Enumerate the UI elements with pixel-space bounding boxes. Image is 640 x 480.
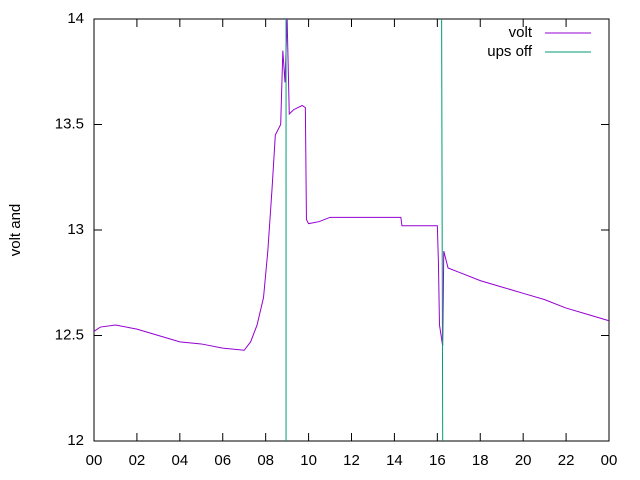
legend-label: volt: [509, 24, 533, 41]
x-tick-label: 12: [343, 452, 360, 469]
y-tick-label: 12.5: [55, 326, 84, 343]
x-tick-label: 08: [257, 452, 274, 469]
x-tick-label: 02: [129, 452, 146, 469]
x-tick-label: 18: [472, 452, 489, 469]
y-axis-label: volt and: [7, 204, 24, 257]
y-tick-label: 12: [67, 432, 84, 449]
x-tick-label: 16: [429, 452, 446, 469]
plot-border: [93, 18, 610, 442]
legend-label: ups off: [487, 43, 533, 60]
y-tick-label: 13.5: [55, 115, 84, 132]
x-tick-label: 14: [386, 452, 403, 469]
series-line: [285, 18, 444, 442]
x-tick-label: 10: [300, 452, 317, 469]
x-tick-label: 06: [214, 452, 231, 469]
y-tick-label: 13: [67, 221, 84, 238]
x-tick-label: 00: [601, 452, 618, 469]
y-tick-label: 14: [67, 10, 84, 27]
x-tick-label: 22: [558, 452, 575, 469]
x-tick-label: 04: [171, 452, 188, 469]
x-tick-label: 00: [86, 452, 103, 469]
series-line: [93, 18, 610, 351]
x-tick-label: 20: [515, 452, 532, 469]
